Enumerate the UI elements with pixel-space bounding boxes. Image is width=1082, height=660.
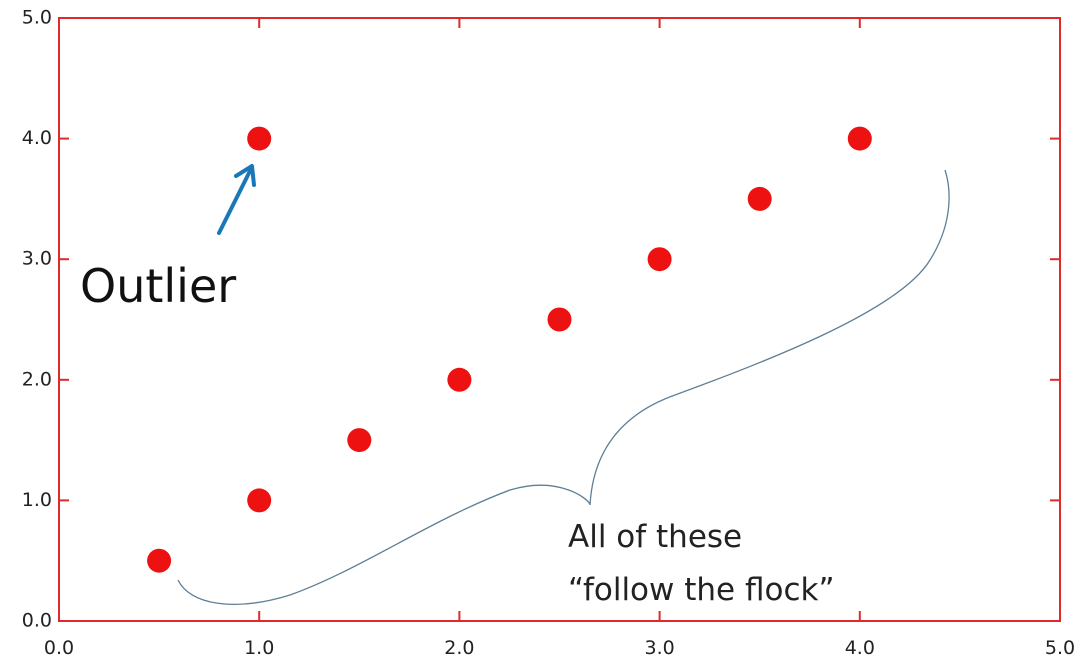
flock-label-line1: All of these — [568, 519, 742, 555]
data-point — [447, 367, 472, 392]
plot-frame — [58, 17, 1061, 622]
outlier-label: Outlier — [80, 259, 236, 313]
data-point — [647, 247, 672, 272]
x-tick-label: 4.0 — [845, 637, 875, 659]
data-point — [747, 186, 772, 211]
data-points — [147, 126, 872, 573]
y-tick-label: 0.0 — [22, 610, 52, 632]
flock-brace — [177, 169, 950, 605]
axis-tick-labels: 0.0 1.0 2.0 3.0 4.0 5.0 0.0 1.0 2.0 3.0 4.0 5.0 — [22, 7, 1075, 660]
data-point — [347, 428, 372, 453]
data-point — [547, 307, 572, 332]
outlier-arrow-shaft — [217, 169, 252, 235]
data-point — [247, 488, 272, 513]
y-tick-label: 2.0 — [22, 368, 52, 390]
data-point — [247, 126, 272, 151]
x-tick-label: 2.0 — [444, 637, 474, 659]
outlier-arrow — [217, 164, 256, 235]
x-tick-label: 5.0 — [1045, 637, 1075, 659]
x-tick-label: 0.0 — [44, 637, 74, 659]
flock-label-line2: “follow the flock” — [568, 572, 835, 608]
data-point — [147, 548, 172, 573]
y-tick-label: 1.0 — [22, 489, 52, 511]
outlier-arrow-head — [234, 164, 256, 187]
axis-ticks — [59, 18, 1060, 621]
data-point — [847, 126, 872, 151]
y-tick-label: 5.0 — [22, 7, 52, 29]
x-tick-label: 1.0 — [244, 637, 274, 659]
y-tick-label: 4.0 — [22, 127, 52, 149]
y-tick-label: 3.0 — [22, 248, 52, 270]
x-tick-label: 3.0 — [644, 637, 674, 659]
